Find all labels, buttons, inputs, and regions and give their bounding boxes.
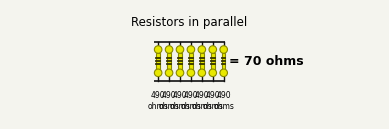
Bar xyxy=(178,53,182,70)
Circle shape xyxy=(198,69,206,77)
Text: 490
ohms: 490 ohms xyxy=(148,91,168,111)
Circle shape xyxy=(165,69,173,77)
Text: Resistors in parallel: Resistors in parallel xyxy=(131,16,247,29)
Circle shape xyxy=(154,46,162,53)
Circle shape xyxy=(154,69,162,77)
Text: 490
ohms: 490 ohms xyxy=(213,91,234,111)
Bar xyxy=(200,53,203,70)
Text: 490
ohms: 490 ohms xyxy=(159,91,179,111)
Bar xyxy=(222,53,226,70)
Circle shape xyxy=(220,46,228,53)
Text: = 70 ohms: = 70 ohms xyxy=(229,55,304,68)
Text: 490
ohms: 490 ohms xyxy=(202,91,223,111)
Bar xyxy=(189,53,193,70)
Circle shape xyxy=(198,46,206,53)
Circle shape xyxy=(187,46,194,53)
Text: 490
ohms: 490 ohms xyxy=(170,91,191,111)
Bar xyxy=(167,53,171,70)
Bar xyxy=(211,53,215,70)
Circle shape xyxy=(220,69,228,77)
Text: 490
ohms: 490 ohms xyxy=(180,91,202,111)
Circle shape xyxy=(209,46,217,53)
Bar xyxy=(156,53,160,70)
Circle shape xyxy=(176,46,184,53)
Circle shape xyxy=(209,69,217,77)
Circle shape xyxy=(187,69,194,77)
Circle shape xyxy=(165,46,173,53)
Text: 490
ohms: 490 ohms xyxy=(191,91,212,111)
Circle shape xyxy=(176,69,184,77)
